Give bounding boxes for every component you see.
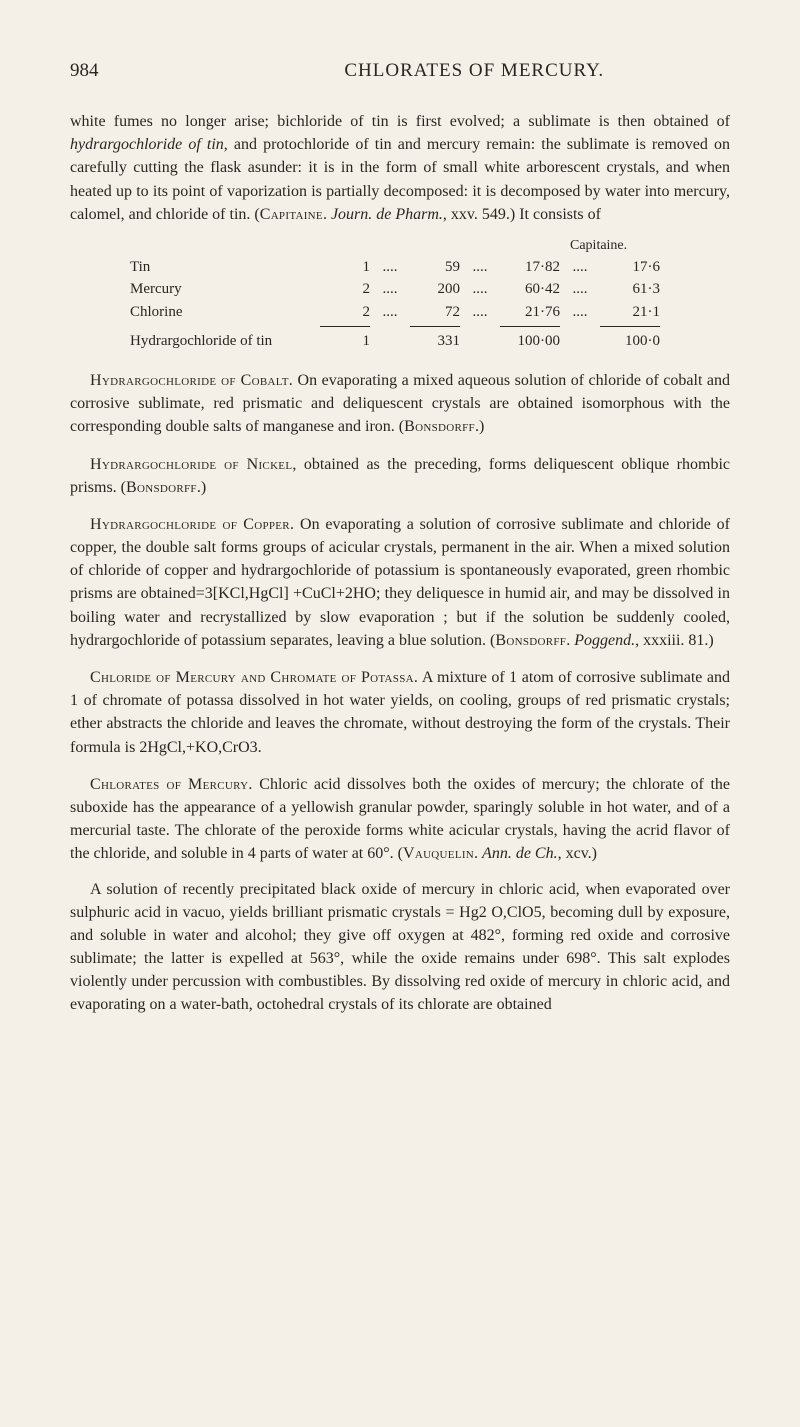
cell: 1: [320, 256, 370, 279]
section-heading: Hydrargochloride of Cobalt.: [90, 372, 293, 389]
cell: 2: [320, 301, 370, 324]
row-label: Chlorine: [70, 301, 320, 324]
section-heading: Chloride of Mercury and Chromate of Pota…: [90, 669, 418, 686]
dots: ....: [560, 301, 600, 324]
section-ref: Poggend.: [574, 632, 635, 649]
running-title: CHLORATES OF MERCURY.: [219, 60, 731, 82]
page-number: 984: [70, 60, 99, 82]
section-tail: .): [197, 479, 206, 496]
page-container: 984 CHLORATES OF MERCURY. white fumes no…: [0, 0, 800, 1077]
row-label: Tin: [70, 256, 320, 279]
cell: 100·00: [500, 330, 560, 353]
section-end: , xxxiii. 81.): [635, 632, 714, 649]
table-header: Capitaine.: [70, 238, 730, 254]
composition-table: Capitaine. Tin 1 .... 59 .... 17·82 ....…: [70, 238, 730, 353]
dots: ....: [560, 278, 600, 301]
cell: 60·42: [500, 278, 560, 301]
section-heading: Chlorates of Mercury.: [90, 776, 253, 793]
table-row: Tin 1 .... 59 .... 17·82 .... 17·6: [70, 256, 730, 279]
intro-text-3: .: [323, 206, 331, 223]
section-body: On evaporating a solution of corrosive s…: [70, 516, 730, 649]
cell: 200: [410, 278, 460, 301]
table-rule: [70, 326, 730, 327]
dots: ....: [460, 301, 500, 324]
dots: ....: [560, 256, 600, 279]
section-author: Bonsdorff: [126, 479, 197, 496]
cobalt-section: Hydrargochloride of Cobalt. On evaporati…: [70, 369, 730, 439]
intro-text-4: , xxv. 549.) It consists of: [443, 206, 601, 223]
chlorates-section: Chlorates of Mercury. Chloric acid disso…: [70, 773, 730, 866]
section-tail: .: [474, 845, 482, 862]
dots: ....: [370, 256, 410, 279]
spacer: [370, 330, 410, 353]
cell: 17·82: [500, 256, 560, 279]
intro-author: Capitaine: [260, 206, 323, 223]
cell: 17·6: [600, 256, 660, 279]
section-tail: .): [475, 418, 484, 435]
cell: 2: [320, 278, 370, 301]
table-row: Mercury 2 .... 200 .... 60·42 .... 61·3: [70, 278, 730, 301]
table-row: Chlorine 2 .... 72 .... 21·76 .... 21·1: [70, 301, 730, 324]
dots: ....: [370, 301, 410, 324]
table-total-row: Hydrargochloride of tin 1 331 100·00 100…: [70, 330, 730, 353]
dots: ....: [460, 278, 500, 301]
page-header: 984 CHLORATES OF MERCURY.: [70, 60, 730, 82]
nickel-section: Hydrargochloride of Nickel, obtained as …: [70, 453, 730, 499]
cell: 100·0: [600, 330, 660, 353]
section-ref: Ann. de Ch.: [482, 845, 558, 862]
intro-journal: Journ. de Pharm.: [331, 206, 443, 223]
intro-paragraph: white fumes no longer arise; bichloride …: [70, 110, 730, 226]
section-author: Vauquelin: [403, 845, 474, 862]
final-text: A solution of recently precipitated blac…: [70, 881, 730, 1014]
intro-emph: hydrargochloride of tin: [70, 136, 224, 153]
dots: ....: [460, 256, 500, 279]
section-heading: Hydrargochloride of Nickel: [90, 456, 292, 473]
section-end: , xcv.): [558, 845, 597, 862]
cell: 21·76: [500, 301, 560, 324]
section-author: Bonsdorff: [495, 632, 566, 649]
total-label: Hydrargochloride of tin: [70, 330, 320, 353]
section-heading: Hydrargochloride of Copper.: [90, 516, 294, 533]
intro-text-1: white fumes no longer arise; bichloride …: [70, 113, 730, 130]
copper-section: Hydrargochloride of Copper. On evaporati…: [70, 513, 730, 652]
cell: 59: [410, 256, 460, 279]
section-author: Bonsdorff: [404, 418, 475, 435]
cell: 1: [320, 330, 370, 353]
final-paragraph: A solution of recently precipitated blac…: [70, 878, 730, 1017]
table-caption: Capitaine.: [570, 238, 627, 254]
potassa-section: Chloride of Mercury and Chromate of Pota…: [70, 666, 730, 759]
cell: 72: [410, 301, 460, 324]
cell: 61·3: [600, 278, 660, 301]
cell: 21·1: [600, 301, 660, 324]
row-label: Mercury: [70, 278, 320, 301]
cell: 331: [410, 330, 460, 353]
spacer: [460, 330, 500, 353]
spacer: [560, 330, 600, 353]
dots: ....: [370, 278, 410, 301]
